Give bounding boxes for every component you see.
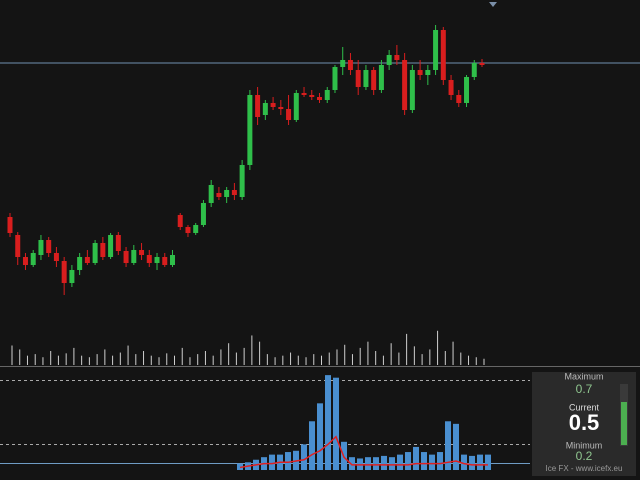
candle-body xyxy=(402,60,408,110)
candle-body xyxy=(247,95,253,165)
histogram-bar xyxy=(269,454,275,470)
candle-body xyxy=(216,193,222,197)
histogram-bar xyxy=(469,455,475,470)
footer: Ice FX - www.icefx.eu xyxy=(546,464,623,473)
candle-body xyxy=(200,203,206,225)
histogram-bar xyxy=(325,375,331,470)
maximum-label: Maximum xyxy=(564,371,603,381)
histogram-bar xyxy=(285,452,291,470)
candle-body xyxy=(177,215,183,227)
info-panel xyxy=(532,372,636,476)
candle-body xyxy=(22,257,28,265)
candle-body xyxy=(231,190,237,195)
candle-body xyxy=(464,77,470,103)
candle-body xyxy=(317,97,323,100)
candle-body xyxy=(355,70,361,87)
histogram-bar xyxy=(317,403,323,470)
histogram-bar xyxy=(301,444,307,470)
histogram-bar xyxy=(309,421,315,470)
candle-body xyxy=(92,243,98,263)
candle-body xyxy=(332,67,338,90)
candle-body xyxy=(417,70,423,75)
candle-body xyxy=(255,95,261,117)
gauge xyxy=(620,384,628,446)
histogram-bar xyxy=(373,457,379,470)
candle-body xyxy=(208,185,214,203)
candle-body xyxy=(471,63,477,77)
candle-body xyxy=(131,250,137,263)
candle-body xyxy=(46,240,52,253)
histogram-bar xyxy=(453,423,459,470)
candle-body xyxy=(448,80,454,95)
candle-body xyxy=(409,70,415,110)
current-label: Current xyxy=(569,402,600,412)
minimum-value: 0.2 xyxy=(576,449,593,463)
candle-body xyxy=(239,165,245,197)
histogram-bar xyxy=(437,452,443,470)
candle-body xyxy=(270,103,276,107)
candle-body xyxy=(347,60,353,70)
candle-body xyxy=(108,235,114,257)
candle-body xyxy=(162,257,168,265)
histogram-bar xyxy=(389,457,395,470)
minimum-label: Minimum xyxy=(566,440,603,450)
histogram-bar xyxy=(349,457,355,470)
candle-body xyxy=(38,240,44,255)
candle-body xyxy=(146,255,152,263)
histogram-bar xyxy=(405,452,411,470)
candle-body xyxy=(15,235,21,257)
histogram-bar xyxy=(421,452,427,470)
candle-body xyxy=(371,70,377,90)
histogram-bar xyxy=(397,454,403,470)
candle-body xyxy=(286,109,292,120)
candle-body xyxy=(169,255,175,265)
signal-line xyxy=(239,435,488,469)
histogram-bar xyxy=(381,455,387,470)
candle-body xyxy=(69,270,75,283)
histogram-bar xyxy=(485,454,491,470)
candle-body xyxy=(224,190,230,197)
candle-body xyxy=(185,227,191,233)
candle-body xyxy=(293,93,299,120)
candle-body xyxy=(123,251,129,263)
candle-body xyxy=(363,70,369,87)
candle-body xyxy=(61,261,67,283)
candle-body xyxy=(53,253,59,261)
candle-body xyxy=(386,55,392,65)
candle-body xyxy=(115,235,121,251)
histogram-bar xyxy=(445,421,451,470)
candle-body xyxy=(154,257,160,263)
histogram-bar xyxy=(477,454,483,470)
candle-body xyxy=(193,225,199,233)
current-value: 0.5 xyxy=(569,410,600,435)
candle-body xyxy=(479,63,485,65)
candle-body xyxy=(340,60,346,67)
candle-body xyxy=(84,257,90,263)
candle-body xyxy=(433,30,439,70)
histogram-bar xyxy=(461,454,467,470)
maximum-value: 0.7 xyxy=(576,382,593,396)
candle-body xyxy=(324,90,330,100)
candle-body xyxy=(100,243,106,257)
candle-body xyxy=(394,55,400,60)
shift-marker xyxy=(489,2,497,7)
candle-body xyxy=(139,250,145,255)
candle-body xyxy=(30,253,36,265)
histogram-bar xyxy=(429,454,435,470)
candle-body xyxy=(378,65,384,90)
candle-body xyxy=(425,70,431,75)
histogram-bar xyxy=(413,446,419,470)
candle-body xyxy=(440,30,446,80)
candle-body xyxy=(77,257,83,270)
candle-body xyxy=(262,103,268,115)
histogram-bar xyxy=(333,377,339,470)
candle-body xyxy=(301,93,307,95)
histogram-bar xyxy=(365,457,371,470)
candle-body xyxy=(456,95,462,103)
candle-body xyxy=(309,95,315,97)
candle-body xyxy=(278,107,284,109)
candle-body xyxy=(7,217,13,233)
